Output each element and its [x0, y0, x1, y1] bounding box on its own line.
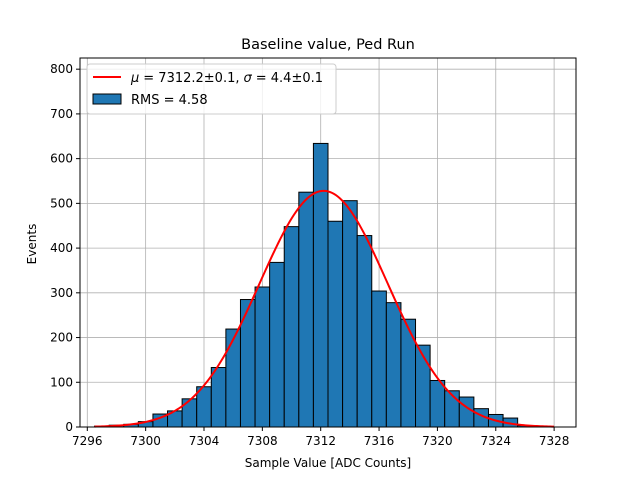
histogram-bar [196, 386, 212, 428]
x-axis-label: Sample Value [ADC Counts] [245, 456, 411, 470]
y-tick-label: 200 [50, 331, 73, 345]
x-tick-label: 7304 [189, 434, 220, 448]
x-tick-label: 7324 [480, 434, 511, 448]
legend-hist-swatch [92, 93, 122, 105]
histogram-bar [400, 318, 417, 428]
histogram-bar [327, 220, 344, 428]
legend: μ = 7312.2±0.1, σ = 4.4±0.1 RMS = 4.58 [86, 63, 337, 115]
legend-fit-label: μ = 7312.2±0.1, σ = 4.4±0.1 [130, 71, 323, 86]
y-tick-label: 0 [65, 420, 73, 434]
legend-box [86, 63, 337, 115]
x-tick-label: 7328 [539, 434, 570, 448]
legend-hist-label: RMS = 4.58 [131, 93, 208, 108]
y-tick-label: 400 [50, 241, 73, 255]
x-tick-label: 7320 [422, 434, 453, 448]
histogram-bar [225, 328, 241, 428]
histogram-bar [342, 200, 358, 428]
histogram-bar [298, 191, 314, 428]
histogram-bar [312, 142, 329, 428]
chart-title: Baseline value, Ped Run [241, 37, 415, 53]
histogram-bar [385, 302, 402, 428]
legend-sigma-value: = 4.4±0.1 [256, 71, 323, 86]
legend-sigma-symbol: σ [244, 71, 253, 86]
gaussian-fit [94, 189, 555, 428]
y-tick-label: 800 [50, 62, 73, 76]
fit-curve [94, 189, 555, 428]
y-tick-label: 100 [50, 375, 73, 389]
y-tick-label: 600 [50, 152, 73, 166]
x-axis-ticks: 7296 7300 7304 7308 7312 7316 7320 7324 7328 [72, 427, 569, 448]
y-tick-label: 500 [50, 196, 73, 210]
x-tick-label: 7296 [72, 434, 103, 448]
legend-mu-symbol: μ [130, 71, 139, 86]
y-tick-label: 300 [50, 286, 73, 300]
legend-mu-value: = 7312.2±0.1, [143, 71, 239, 86]
x-tick-label: 7312 [305, 434, 336, 448]
x-tick-label: 7300 [130, 434, 161, 448]
plot-frame [79, 57, 577, 428]
histogram-bar [210, 367, 227, 428]
histogram-bar [371, 290, 387, 428]
histogram-bar [269, 261, 285, 428]
y-axis-ticks: 0 100 200 300 400 500 600 700 800 [50, 62, 80, 434]
histogram-bar [283, 226, 300, 428]
histogram-bar [181, 398, 198, 428]
histogram-bar [254, 286, 271, 428]
histogram-bar [458, 396, 475, 428]
x-tick-label: 7308 [247, 434, 278, 448]
y-axis-label: Events [25, 224, 39, 265]
histogram-bar [429, 379, 446, 428]
x-tick-label: 7316 [364, 434, 395, 448]
histogram-bar [356, 235, 373, 428]
y-tick-label: 700 [50, 107, 73, 121]
